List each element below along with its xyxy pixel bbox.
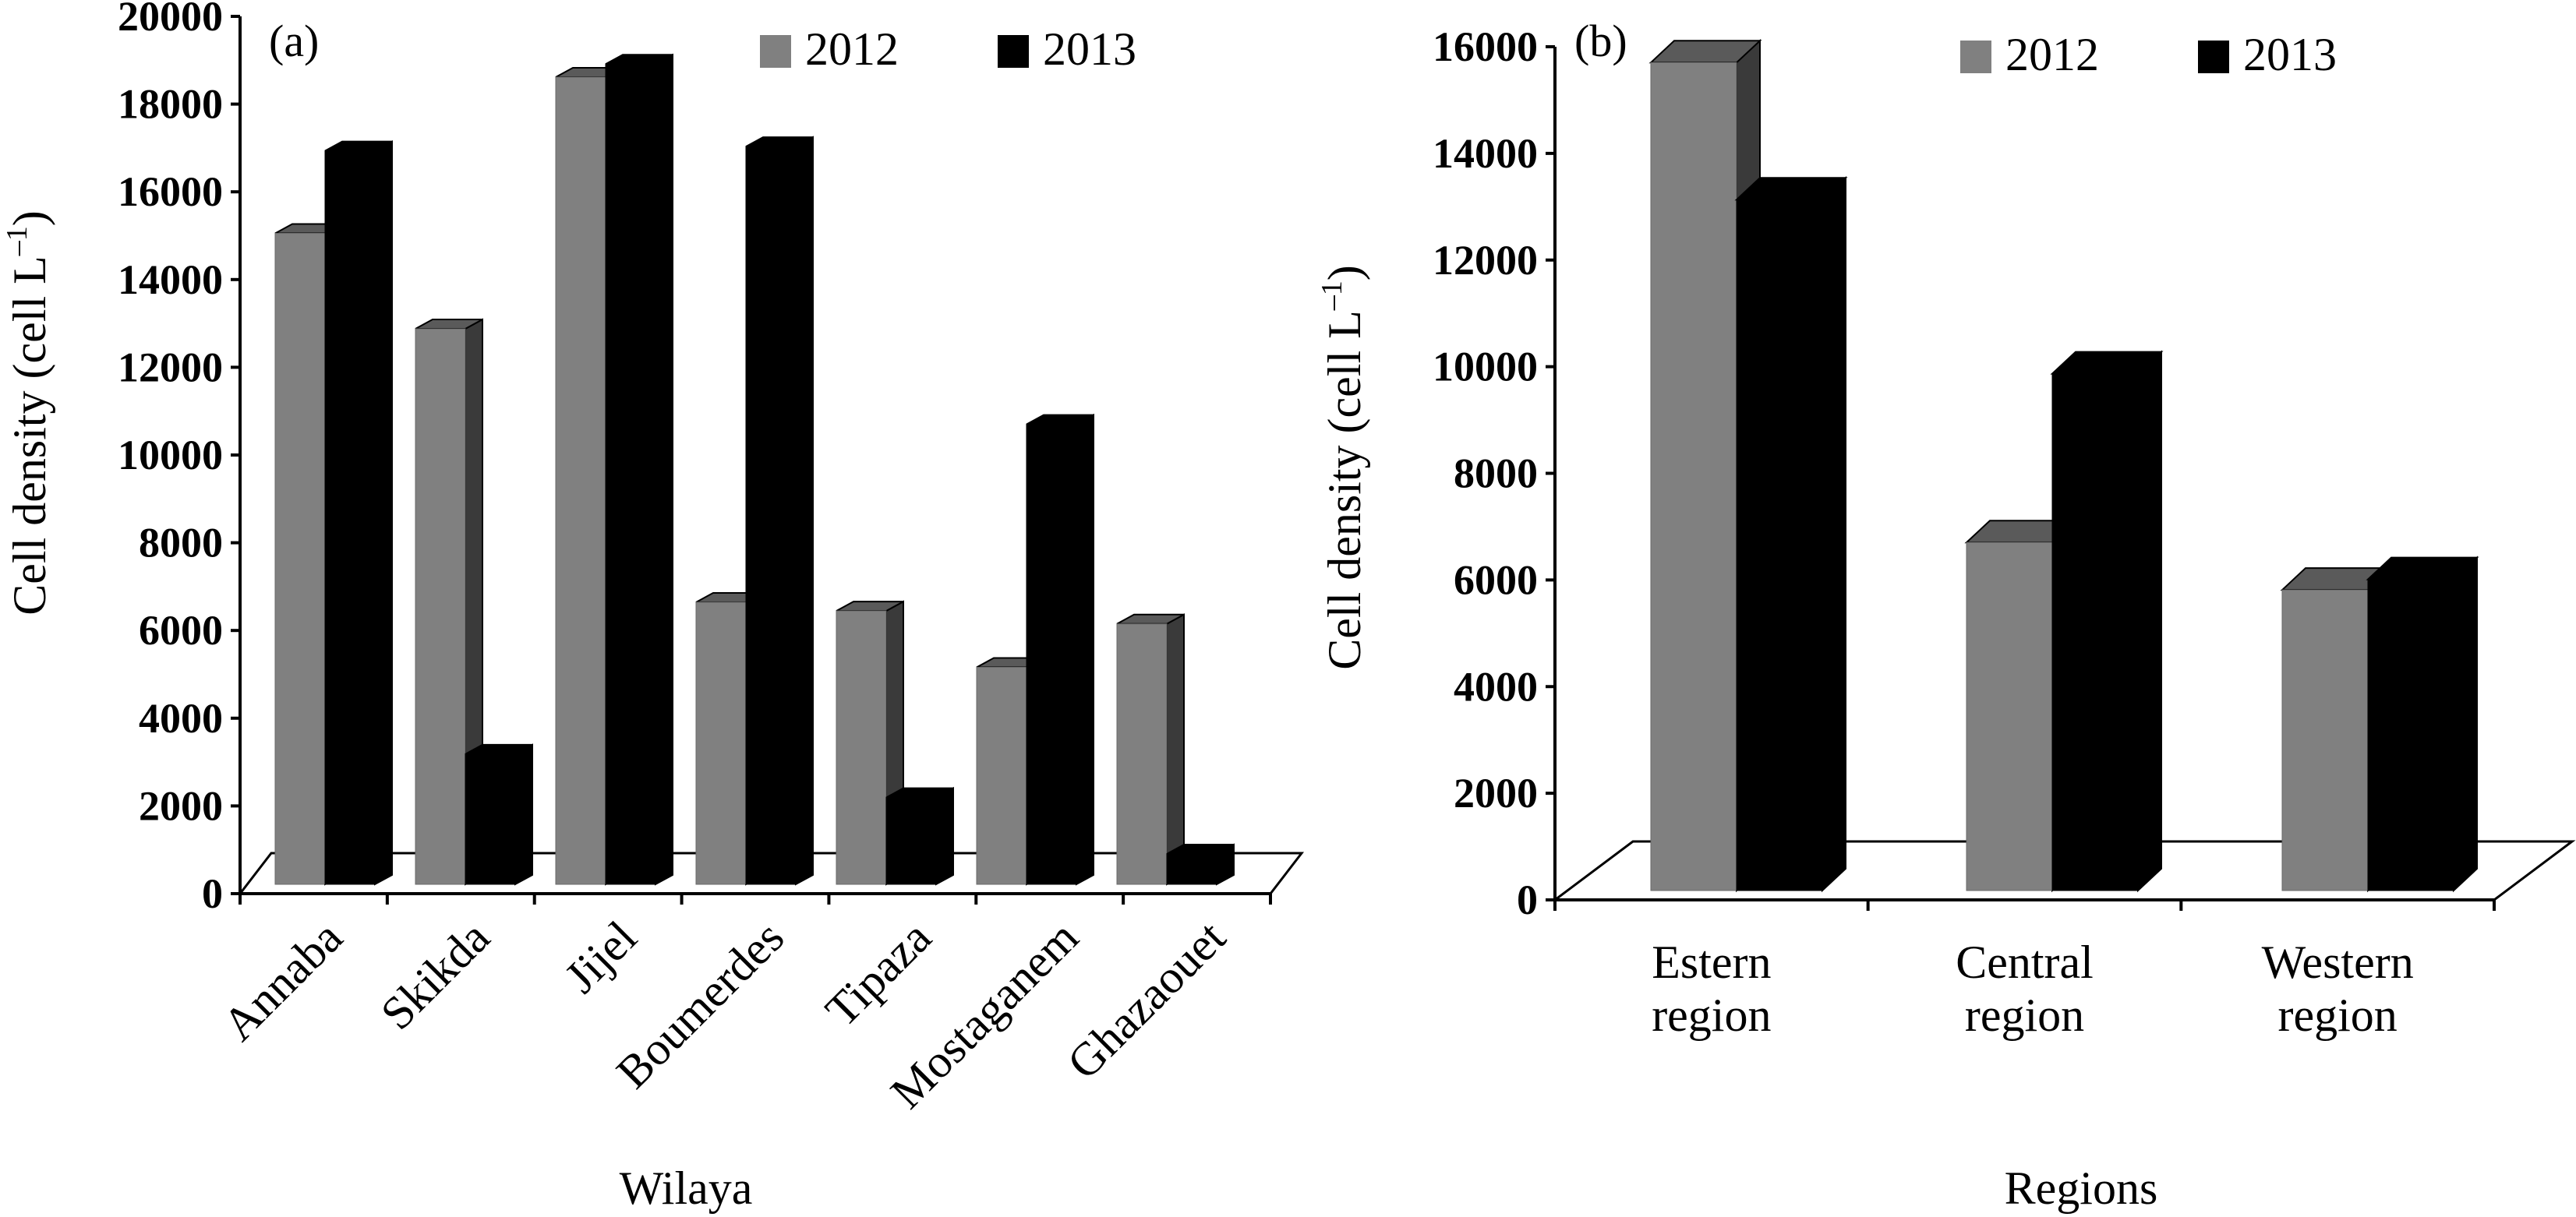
bar-side-face <box>2137 350 2162 893</box>
legend-label-2012: 2012 <box>2005 29 2099 80</box>
bar-2013-0 <box>1734 175 1848 893</box>
panel-a-wilaya-chart: 0 2000 4000 6000 8000 10000 12000 14000 16000 180… <box>1 0 1305 1214</box>
x-category-label: Annaba <box>213 912 352 1051</box>
bar-2013-0 <box>324 139 393 886</box>
x-category-label: region <box>2278 989 2398 1041</box>
x-category-label: Estern <box>1652 937 1771 988</box>
bar-side-face <box>374 139 393 886</box>
y-tick-label: 14000 <box>118 256 223 303</box>
y-tick-label: 6000 <box>1454 556 1538 603</box>
y-axis-label-text: Cell density (cell L <box>1319 310 1370 670</box>
x-category-label: Ghazaouet <box>1058 911 1235 1088</box>
bar-side-face <box>1076 413 1094 886</box>
bar-2013-1 <box>465 743 533 886</box>
y-tick-label: 8000 <box>139 520 223 566</box>
bar-2013-6 <box>1166 843 1235 886</box>
x-category-label: Western <box>2262 937 2414 988</box>
x-axis-label: Wilaya <box>620 1162 753 1214</box>
y-axis-label: Cell density (cell L–1) <box>1316 265 1370 670</box>
bar-front-face <box>695 601 747 885</box>
bar-side-face <box>655 53 673 886</box>
y-tick-label: 4000 <box>139 695 223 742</box>
y-tick-label: 4000 <box>1454 663 1538 710</box>
bar-side-face <box>935 786 954 886</box>
bar-front-face <box>745 146 797 885</box>
y-tick-label: 16000 <box>1433 23 1538 70</box>
y-axis-label-text: Cell density (cell L <box>4 256 55 616</box>
bar-side-face <box>1166 613 1185 886</box>
legend-label-2013: 2013 <box>2243 29 2337 80</box>
bar-2013-5 <box>1026 413 1094 886</box>
panel-label: (a) <box>269 16 319 66</box>
y-tick-label: 0 <box>1517 877 1538 923</box>
bar-front-face <box>1966 541 2053 891</box>
y-tick-label: 8000 <box>1454 450 1538 497</box>
x-category-label: Tipaza <box>815 912 941 1037</box>
bar-2012-1 <box>415 318 483 886</box>
y-tick-label: 6000 <box>139 607 223 654</box>
y-axis-label: Cell density (cell L–1) <box>1 210 55 616</box>
y-axis-label-end: ) <box>1319 265 1370 280</box>
bar-front-face <box>274 233 326 885</box>
bar-front-face <box>465 753 516 885</box>
bar-2013-1 <box>2050 350 2164 893</box>
bar-front-face <box>2051 373 2139 891</box>
legend-swatch-2013 <box>998 35 1029 68</box>
bar-front-face <box>1650 62 1737 891</box>
x-category-label: Skikda <box>371 912 500 1040</box>
bar-side-face <box>1822 175 1846 893</box>
legend-swatch-2012 <box>760 35 791 68</box>
y-tick-label: 2000 <box>139 782 223 829</box>
bar-side-face <box>2453 556 2478 893</box>
bar-2013-2 <box>605 53 673 886</box>
bar-front-face <box>605 63 656 885</box>
bar-front-face <box>415 328 466 885</box>
bar-front-face <box>885 797 937 885</box>
y-axis-label-superscript: –1 <box>1316 280 1348 311</box>
y-axis-label-superscript: –1 <box>1 226 34 256</box>
y-tick-label: 10000 <box>118 432 223 478</box>
y-tick-label: 2000 <box>1454 770 1538 817</box>
bar-front-face <box>1166 853 1217 885</box>
bar-front-face <box>2367 579 2454 891</box>
bar-2012-4 <box>836 600 904 886</box>
y-tick-label: 16000 <box>118 168 223 215</box>
bar-2013-2 <box>2366 556 2479 893</box>
x-axis-label: Regions <box>2005 1162 2158 1214</box>
bar-front-face <box>1736 199 1823 891</box>
panel-label: (b) <box>1574 16 1627 66</box>
bar-2012-6 <box>1116 613 1185 886</box>
x-category-label: Jijel <box>555 912 646 1003</box>
legend-label-2012: 2012 <box>805 23 899 75</box>
panel-b-regions-chart: 0 2000 4000 6000 8000 10000 12000 14000 16000 Est… <box>1316 16 2576 1214</box>
x-category-label: Central <box>1956 937 2094 988</box>
bar-2013-4 <box>885 786 954 886</box>
y-tick-label: 12000 <box>118 344 223 390</box>
bar-side-face <box>514 743 533 886</box>
x-category-label: region <box>1652 989 1771 1041</box>
bar-front-face <box>555 76 606 885</box>
y-tick-label: 10000 <box>1433 344 1538 390</box>
x-category-label: region <box>1965 989 2084 1041</box>
y-tick-label: 14000 <box>1433 130 1538 177</box>
bar-2013-3 <box>745 136 814 886</box>
bar-front-face <box>2281 589 2369 891</box>
bar-front-face <box>1116 623 1168 885</box>
y-tick-label: 20000 <box>118 0 223 40</box>
y-tick-label: 18000 <box>118 81 223 128</box>
legend-label-2013: 2013 <box>1043 23 1136 75</box>
y-tick-label: 12000 <box>1433 237 1538 284</box>
legend-swatch-2012 <box>1960 41 1991 73</box>
bar-front-face <box>1026 424 1077 885</box>
bar-front-face <box>976 667 1027 885</box>
bar-front-face <box>836 610 887 885</box>
y-tick-label: 0 <box>202 870 223 917</box>
bar-side-face <box>795 136 814 886</box>
y-axis-label-end: ) <box>4 210 55 226</box>
bar-front-face <box>324 150 376 885</box>
legend-swatch-2013 <box>2198 41 2229 73</box>
